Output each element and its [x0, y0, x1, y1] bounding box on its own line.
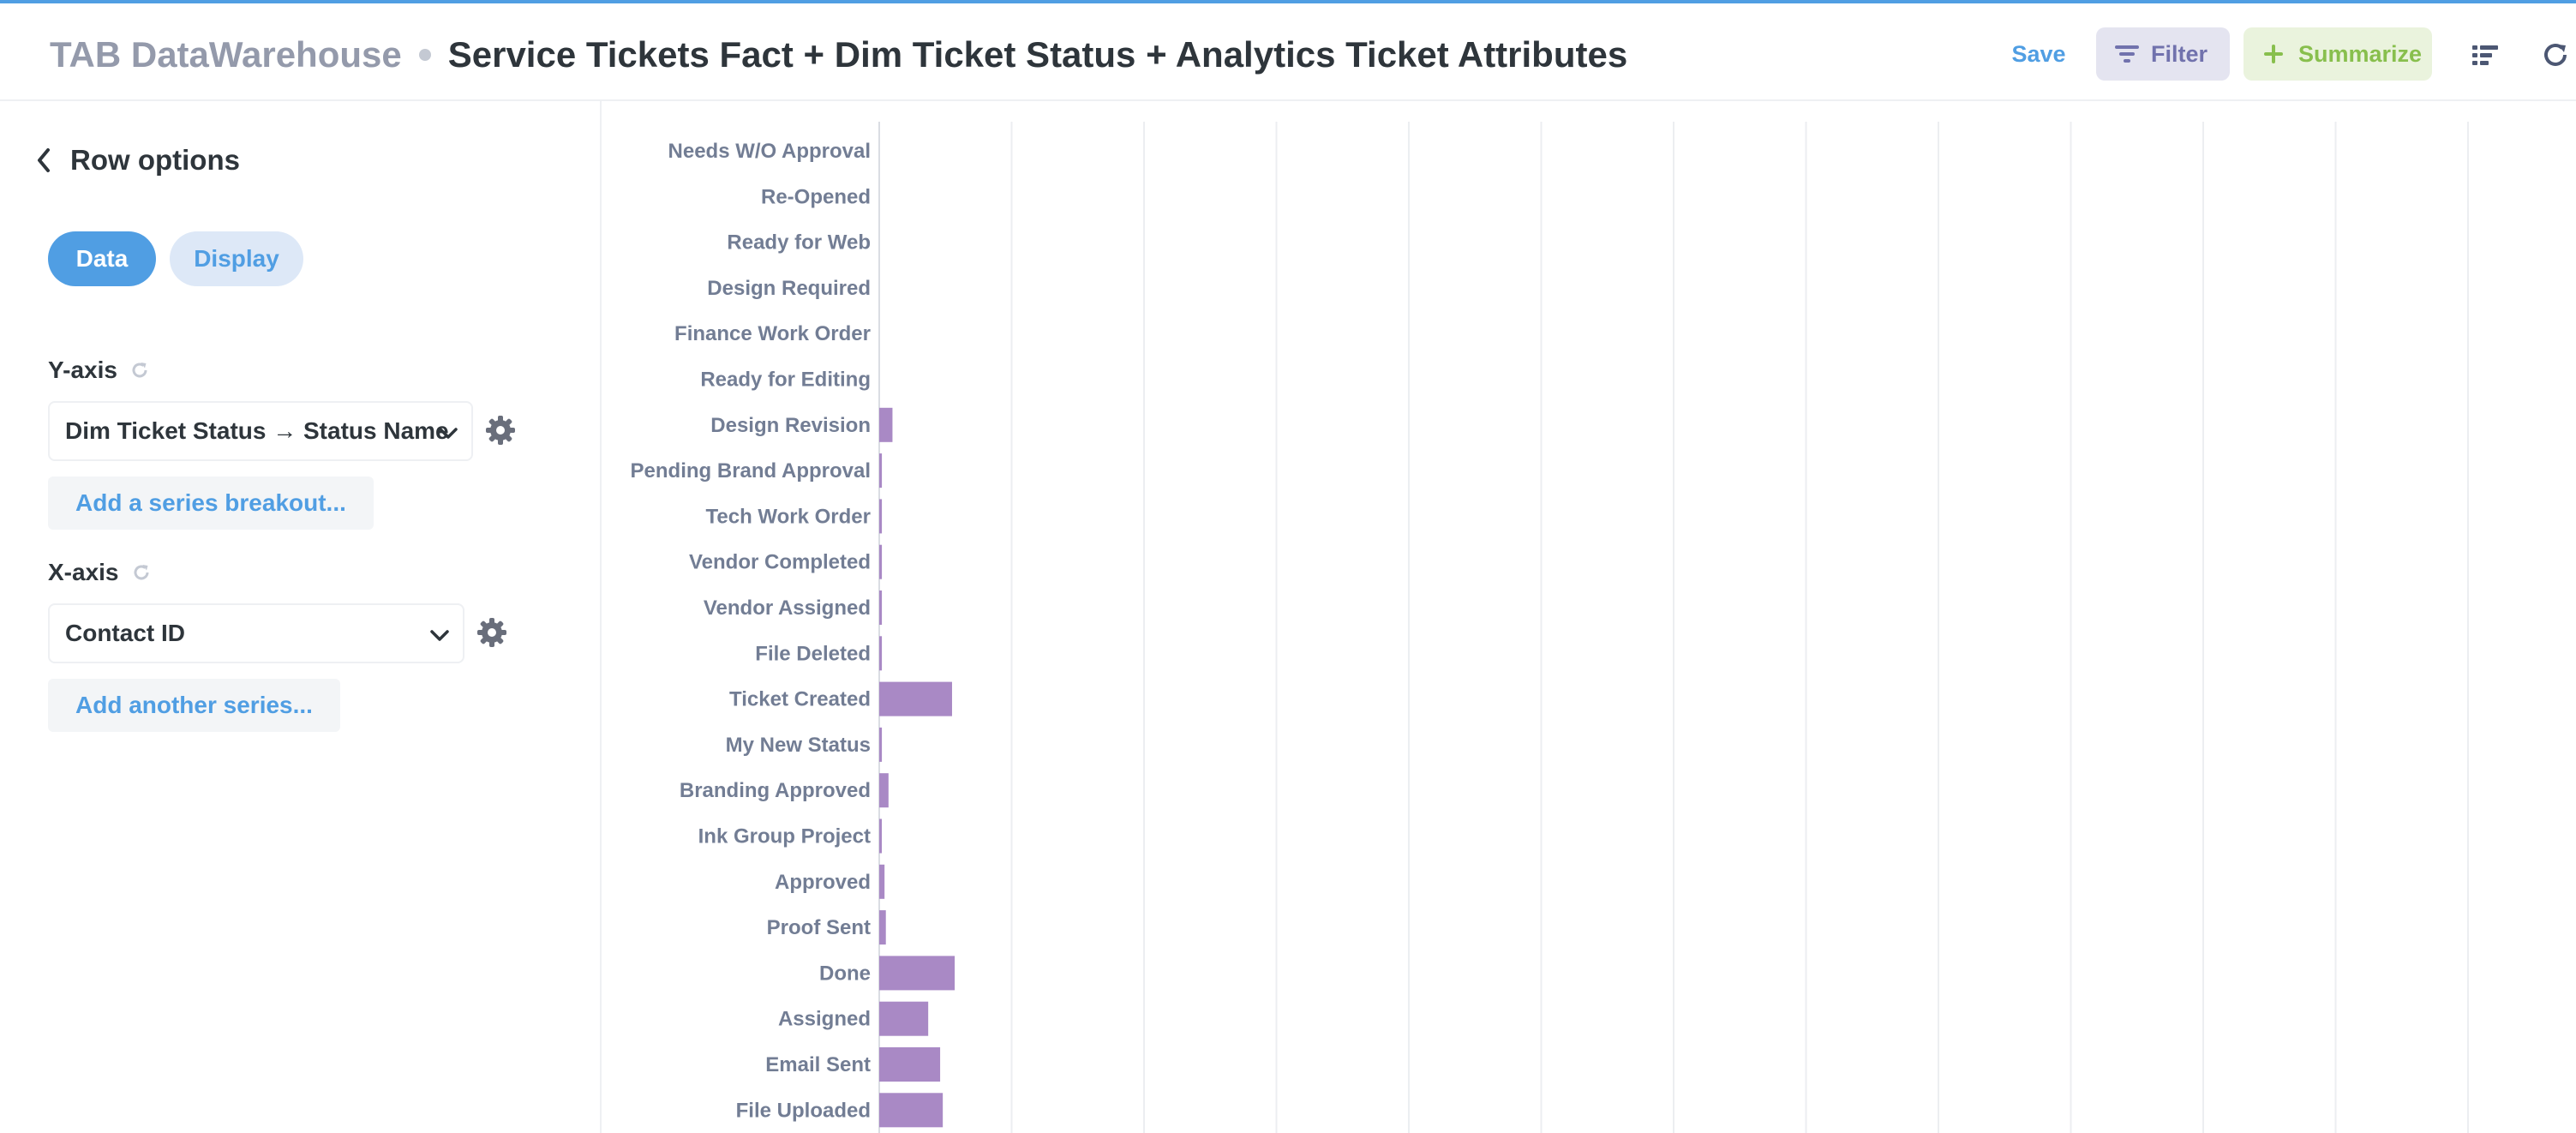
category-label: Branding Approved — [680, 779, 871, 802]
category-label: Ticket Created — [729, 688, 871, 711]
tab-display[interactable]: Display — [170, 231, 303, 286]
category-label: Done — [819, 962, 871, 985]
add-series-breakout-link[interactable]: Add a series breakout... — [48, 477, 374, 530]
category-label: Ready for Web — [727, 231, 871, 255]
database-name[interactable]: TAB DataWarehouse — [50, 34, 402, 75]
bar[interactable] — [879, 636, 883, 671]
category-label: Re-Opened — [761, 185, 871, 208]
top-accent-bar — [0, 0, 2576, 3]
x-axis-heading: X-axis — [48, 559, 152, 586]
category-label: Ready for Editing — [700, 369, 871, 392]
save-button[interactable]: Save — [2011, 40, 2066, 67]
query-header: TAB DataWarehouse Service Tickets Fact +… — [0, 3, 2576, 101]
separator-dot — [418, 49, 431, 61]
bar[interactable] — [879, 910, 886, 945]
bar[interactable] — [879, 956, 956, 991]
refresh-button[interactable] — [2535, 38, 2576, 72]
chevron-down-icon — [430, 630, 449, 641]
refresh-icon — [2544, 43, 2567, 66]
row-options-title: Row options — [70, 144, 240, 176]
bar[interactable] — [879, 681, 952, 716]
notebook-toggle-button[interactable] — [2468, 38, 2502, 72]
bar[interactable] — [879, 407, 893, 442]
category-label: File Deleted — [755, 642, 871, 665]
category-label: Needs W/O Approval — [668, 140, 871, 163]
row-options-back[interactable]: Row options — [34, 144, 240, 177]
row-chart: Needs W/O Approval Re-Opened Ready for Web… — [631, 122, 2469, 1133]
category-label: My New Status — [726, 734, 871, 757]
bar[interactable] — [879, 818, 882, 854]
bar[interactable] — [879, 544, 883, 579]
bar[interactable] — [879, 1093, 944, 1128]
bar[interactable] — [879, 864, 885, 899]
tab-data[interactable]: Data — [48, 231, 156, 286]
plus-icon — [2264, 45, 2283, 63]
y-axis-heading: Y-axis — [48, 357, 150, 384]
category-label: Proof Sent — [767, 916, 871, 939]
title-bar: TAB DataWarehouse Service Tickets Fact +… — [50, 29, 1627, 81]
y-axis-label: Y-axis — [48, 357, 117, 383]
category-label: Assigned — [778, 1008, 871, 1031]
y-axis-value: Dim Ticket Status → Status Name — [65, 417, 449, 444]
category-label: Email Sent — [765, 1053, 871, 1076]
bar[interactable] — [879, 727, 883, 762]
add-another-series-link[interactable]: Add another series... — [48, 679, 340, 732]
category-label: Design Revision — [710, 414, 871, 437]
y-axis-select[interactable]: Dim Ticket Status → Status Name — [48, 401, 473, 461]
category-label: Finance Work Order — [674, 322, 871, 345]
x-axis-select[interactable]: Contact ID — [48, 603, 464, 663]
category-label: Vendor Completed — [689, 551, 871, 574]
bar[interactable] — [879, 1001, 929, 1036]
category-label: Approved — [775, 871, 871, 894]
bar[interactable] — [879, 1047, 941, 1082]
bar[interactable] — [879, 773, 889, 808]
x-axis-label: X-axis — [48, 559, 119, 585]
chart-settings-sidebar: Row options Data Display Y-axis Dim Tick… — [0, 101, 602, 1133]
chevron-down-icon — [439, 428, 458, 439]
reset-icon[interactable] — [131, 562, 152, 583]
x-axis-value: Contact ID — [65, 620, 185, 646]
chevron-left-icon — [38, 148, 50, 172]
list-icon — [2472, 45, 2498, 65]
filter-label: Filter — [2151, 40, 2208, 67]
category-label: Pending Brand Approval — [631, 459, 871, 483]
filter-icon — [2115, 45, 2139, 63]
category-label: Tech Work Order — [706, 505, 872, 528]
x-axis-settings-gear-icon[interactable] — [476, 617, 507, 648]
filter-button[interactable]: Filter — [2096, 27, 2230, 81]
question-title[interactable]: Service Tickets Fact + Dim Ticket Status… — [447, 34, 1628, 75]
y-axis-settings-gear-icon[interactable] — [485, 415, 516, 446]
category-label: File Uploaded — [736, 1099, 871, 1122]
summarize-button[interactable]: Summarize — [2244, 27, 2432, 81]
bar[interactable] — [879, 453, 883, 489]
chart-area: Needs W/O Approval Re-Opened Ready for Web… — [602, 101, 2576, 1133]
bar[interactable] — [879, 590, 883, 625]
bar[interactable] — [879, 499, 883, 534]
category-label: Design Required — [707, 277, 871, 300]
reset-icon[interactable] — [129, 360, 150, 381]
category-label: Vendor Assigned — [704, 596, 871, 620]
category-label: Ink Group Project — [698, 825, 871, 848]
summarize-label: Summarize — [2298, 40, 2423, 67]
